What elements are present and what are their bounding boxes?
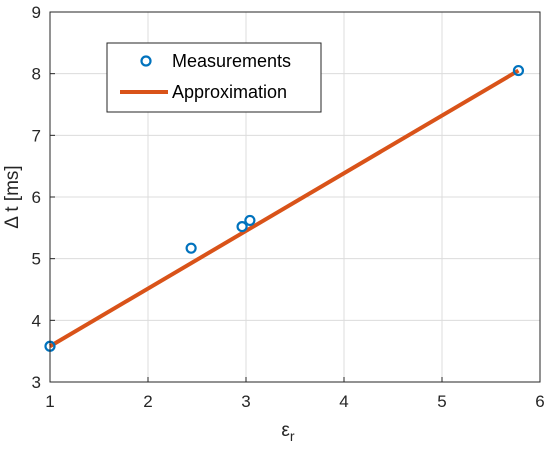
x-tick-label: 6 [535,392,544,411]
y-tick-label: 5 [32,250,41,269]
legend-measurements-label: Measurements [172,51,291,71]
y-axis-label: Δ t [ms] [2,165,23,228]
axis-ticks [49,11,541,383]
y-tick-label: 8 [32,65,41,84]
legend-measurements-marker [140,55,152,67]
x-tick-label: 2 [143,392,152,411]
x-axis-label-subscript: r [290,428,295,444]
x-tick-label: 3 [241,392,250,411]
measurement-point [512,64,525,77]
x-axis-label-base: ε [281,420,290,441]
legend: Measurements Approximation [106,42,322,113]
legend-approximation-label: Approximation [172,82,287,102]
measurement-point [244,214,256,227]
measurement-point [236,221,248,233]
x-tick-label: 1 [45,392,54,411]
approximation-line-group [48,68,520,348]
y-tick-label: 6 [32,188,41,207]
x-tick-label: 5 [437,392,446,411]
y-tick-label: 3 [32,373,41,392]
legend-box [106,42,322,113]
approximation-line [48,68,520,348]
x-axis-label: εr [281,420,294,444]
x-tick-label: 4 [339,392,348,411]
measurement-point [185,242,197,254]
y-tick-label: 9 [32,3,41,22]
y-tick-label: 4 [32,311,41,330]
y-tick-label: 7 [32,126,41,145]
axis-tick-labels: 1 2 3 4 5 6 3 4 5 6 7 8 9 [32,3,545,411]
